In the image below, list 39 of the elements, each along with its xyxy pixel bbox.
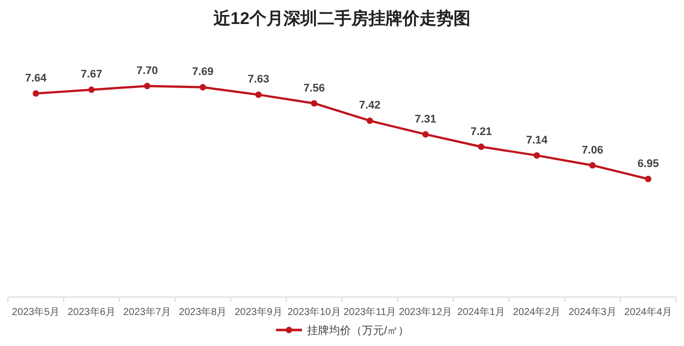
x-tick-label: 2024年3月 (568, 306, 616, 318)
x-tick-label: 2023年6月 (68, 306, 116, 318)
point (422, 131, 429, 138)
point (310, 100, 318, 107)
point (88, 86, 95, 93)
x-tick-label: 2023年10月 (287, 306, 341, 318)
chart-title: 近12个月深圳二手房挂牌价走势图 (212, 9, 470, 28)
data-label: 7.56 (303, 82, 325, 94)
point (644, 176, 652, 182)
point (366, 118, 374, 124)
x-tick-label: 2023年12月 (398, 306, 452, 318)
data-label: 7.21 (470, 126, 492, 138)
data-label: 7.63 (248, 74, 270, 86)
x-tick-label: 2024年2月 (512, 306, 561, 318)
point (478, 144, 484, 150)
data-label: 7.67 (80, 68, 102, 81)
data-label: 6.95 (637, 158, 659, 170)
x-tick-label: 2023年8月 (178, 306, 227, 318)
point (200, 84, 206, 90)
x-tick-label: 2023年5月 (12, 306, 60, 318)
legend: 挂牌均价（万元/㎡） (276, 325, 410, 337)
point (32, 90, 40, 97)
point (144, 82, 150, 90)
x-tick-label: 2024年1月 (457, 306, 506, 318)
x-tick-label: 2023年9月 (234, 306, 282, 318)
point (534, 152, 540, 159)
data-label: 7.14 (526, 134, 548, 146)
x-tick-label: 2023年7月 (123, 306, 172, 318)
point (589, 162, 596, 169)
data-label: 7.69 (192, 66, 214, 78)
data-label: 7.31 (414, 113, 436, 126)
x-tick-label: 2023年11月 (344, 306, 396, 318)
data-label: 7.64 (25, 72, 48, 84)
legend-label: 挂牌均价（万元/㎡） (307, 325, 410, 337)
data-label: 7.42 (359, 100, 381, 112)
point (255, 91, 262, 98)
data-label: 7.06 (582, 144, 604, 156)
x-tick-label: 2024年4月 (624, 306, 672, 318)
data-label: 7.70 (136, 65, 158, 77)
